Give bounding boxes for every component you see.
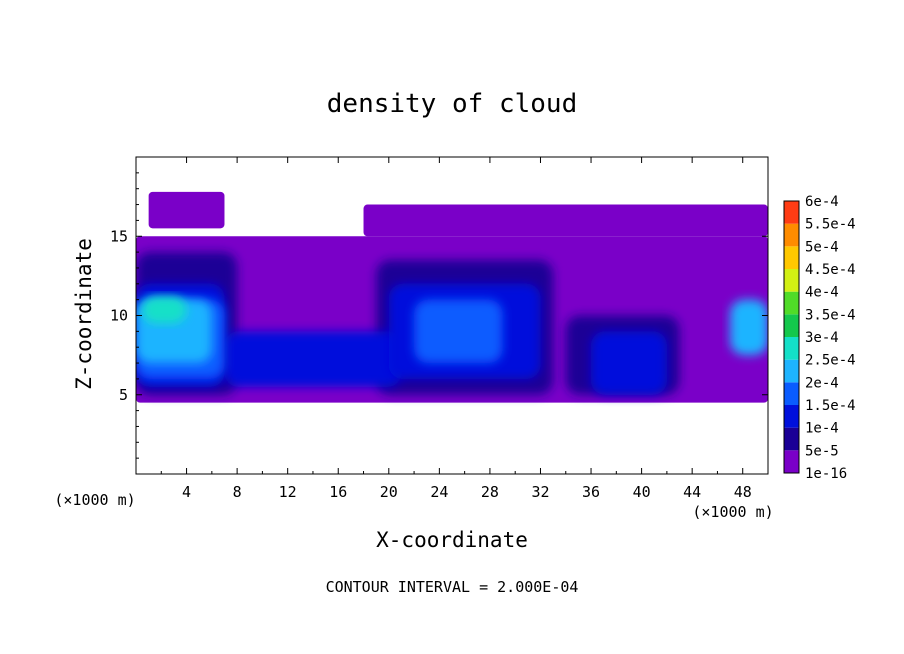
colorbar-label: 5e-5 bbox=[805, 443, 839, 459]
x-tick-label: 40 bbox=[633, 483, 651, 501]
contour-interval-note: CONTOUR INTERVAL = 2.000E-04 bbox=[326, 578, 579, 596]
x-unit-left: (×1000 m) bbox=[54, 491, 135, 509]
x-tick-label: 4 bbox=[182, 483, 191, 501]
density-region-9 bbox=[591, 331, 667, 395]
y-axis-label: Z-coordinate bbox=[72, 238, 96, 390]
x-tick-label: 32 bbox=[531, 483, 549, 501]
colorbar-label: 4e-4 bbox=[805, 285, 839, 301]
x-tick-label: 8 bbox=[233, 483, 242, 501]
colorbar-label: 4.5e-4 bbox=[805, 262, 856, 278]
colorbar-label: 5e-4 bbox=[805, 239, 839, 255]
x-tick-label: 16 bbox=[329, 483, 347, 501]
density-region-1 bbox=[363, 204, 768, 237]
colorbar-swatch bbox=[784, 314, 799, 337]
colorbar-label: 6e-4 bbox=[805, 194, 839, 210]
colorbar-swatch bbox=[784, 359, 799, 383]
x-tick-label: 12 bbox=[279, 483, 297, 501]
colorbar-swatch bbox=[784, 246, 799, 269]
colorbar-label: 2.5e-4 bbox=[805, 353, 856, 369]
colorbar: 1e-16 5e-5 1e-4 1.5e-4 2e-4 2.5e-4 3e-4 3.5e-4 4… bbox=[783, 194, 856, 482]
colorbar-frame bbox=[783, 200, 800, 474]
density-region-2 bbox=[148, 191, 225, 229]
chart-title: density of cloud bbox=[327, 89, 577, 119]
x-tick-label: 28 bbox=[481, 483, 499, 501]
x-unit-right: (×1000 m) bbox=[692, 503, 773, 521]
density-region-14 bbox=[142, 296, 187, 324]
colorbar-swatch bbox=[784, 291, 799, 315]
colorbar-swatch bbox=[784, 405, 799, 428]
colorbar-swatch bbox=[784, 337, 799, 360]
y-tick-label: 10 bbox=[110, 307, 128, 325]
colorbar-label: 5.5e-4 bbox=[805, 217, 856, 233]
colorbar-swatch bbox=[784, 201, 799, 224]
density-region-11 bbox=[414, 299, 503, 364]
colorbar-swatch bbox=[784, 223, 799, 247]
colorbar-swatch bbox=[784, 427, 799, 451]
colorbar-swatch bbox=[784, 382, 799, 405]
y-tick-label: 5 bbox=[119, 386, 128, 404]
colorbar-swatch bbox=[784, 450, 799, 473]
x-tick-label: 44 bbox=[683, 483, 701, 501]
x-axis-label: X-coordinate bbox=[376, 528, 528, 552]
y-tick-label: 15 bbox=[110, 227, 128, 245]
density-region-13 bbox=[730, 299, 768, 356]
x-tick-label: 48 bbox=[734, 483, 752, 501]
colorbar-label: 2e-4 bbox=[805, 375, 839, 391]
colorbar-label: 1e-16 bbox=[805, 466, 847, 482]
colorbar-label: 3.5e-4 bbox=[805, 307, 856, 323]
x-tick-label: 24 bbox=[430, 483, 448, 501]
colorbar-label: 1.5e-4 bbox=[805, 398, 856, 414]
colorbar-swatch bbox=[784, 269, 799, 292]
x-tick-label: 20 bbox=[380, 483, 398, 501]
density-region-6 bbox=[224, 331, 402, 387]
x-tick-label: 36 bbox=[582, 483, 600, 501]
colorbar-label: 3e-4 bbox=[805, 330, 839, 346]
colorbar-label: 1e-4 bbox=[805, 421, 839, 437]
density-field bbox=[136, 191, 768, 403]
